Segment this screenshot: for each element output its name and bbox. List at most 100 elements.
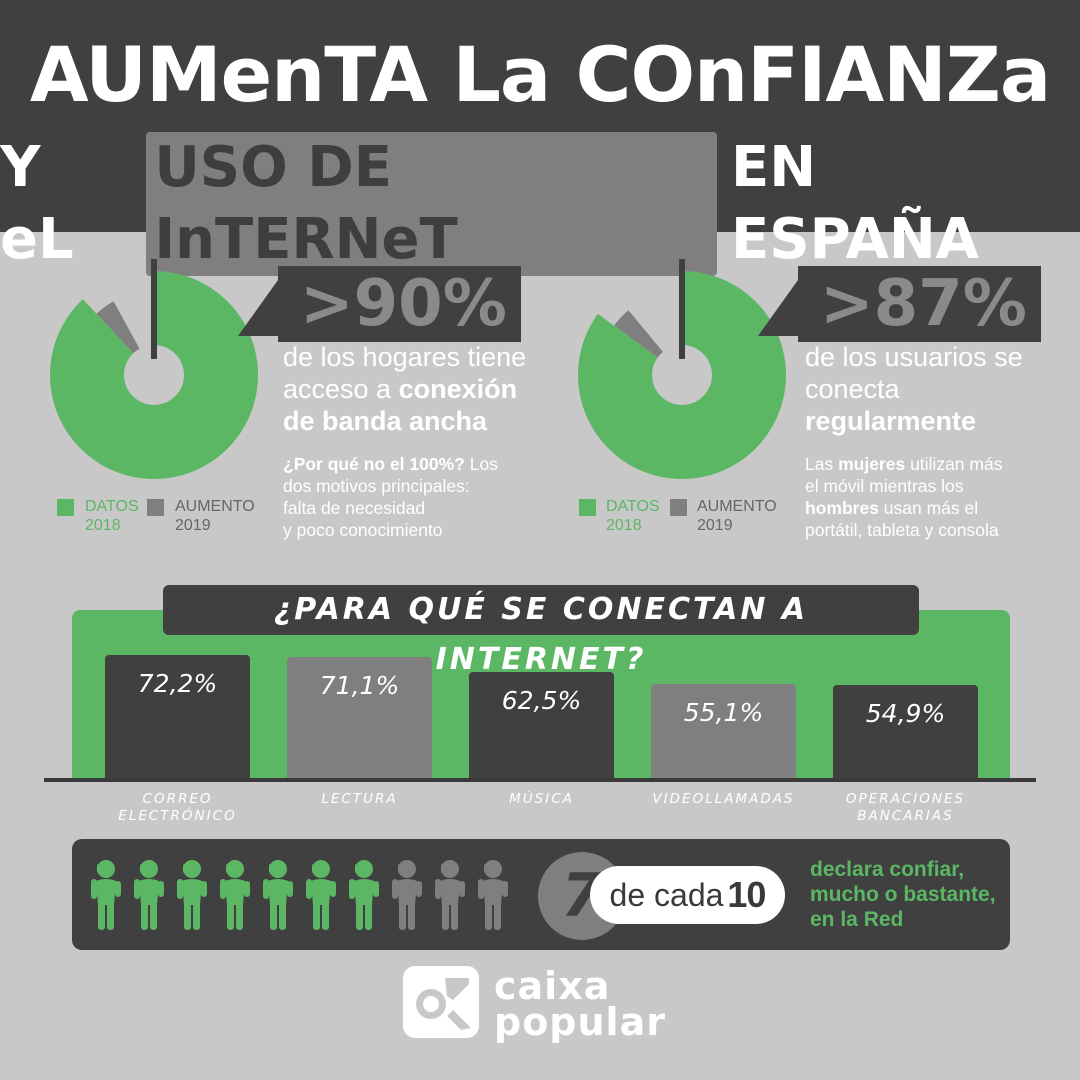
legend-line: AUMENTO [175, 498, 255, 515]
category-line: VIDEOLLAMADAS [652, 791, 795, 807]
page-subtitle: Y eL USO DE InTERNeT EN ESPAÑA [0, 132, 1080, 276]
trust-line: declara confiar, [810, 858, 965, 881]
bar-category-label: OPERACIONES BANCARIAS [813, 791, 998, 825]
stat-line: conecta [805, 374, 900, 404]
logo-line: caixa [494, 964, 611, 1008]
bar-category-label: LECTURA [267, 791, 452, 808]
trust-line: en la Red [810, 908, 904, 931]
trust-ratio-text: de cada [609, 876, 724, 913]
category-line: BANCARIAS [857, 808, 954, 824]
note-bold: hombres [805, 498, 879, 518]
legend-line: 2019 [175, 517, 211, 534]
legend-line: DATOS [606, 498, 660, 515]
bar-category-label: VIDEOLLAMADAS [631, 791, 816, 808]
stat-line: de los hogares tiene [283, 342, 527, 372]
legend-line: 2018 [85, 517, 121, 534]
person-icon [392, 860, 422, 930]
stat-note-usuarios: Las mujeres utilizan más el móvil mientr… [805, 453, 1065, 541]
stat-description-usuarios: de los usuarios se conecta regularmente [805, 341, 1023, 437]
page-title: AUMenTA La COnFIANZa [29, 30, 1051, 119]
bar-1 [105, 655, 250, 778]
stat-text-bold: de banda ancha [283, 406, 488, 436]
category-line: LECTURA [321, 791, 398, 807]
trust-line: mucho o bastante, [810, 883, 996, 906]
donut-chart-usuarios [578, 259, 786, 479]
donut-slice-aumento-2019 [614, 310, 663, 358]
person-icon [134, 860, 164, 930]
note-line: el móvil mientras los [805, 476, 964, 496]
donut-slice-datos-2018 [49, 271, 258, 479]
note-line: Las mujeres utilizan más [805, 453, 1065, 475]
stat-value-usuarios: >87% [798, 266, 1041, 342]
legend-swatch-datos [57, 499, 74, 516]
category-line: MÚSICA [509, 791, 574, 807]
person-icon [220, 860, 250, 930]
stat-line: regularmente [805, 405, 1023, 437]
category-line: ELECTRÓNICO [118, 808, 237, 824]
legend-swatch-aumento [147, 499, 164, 516]
donut-slice-aumento-2019 [96, 301, 140, 354]
bar-5 [833, 684, 978, 778]
legend-label-datos: DATOS 2018 [85, 497, 139, 535]
caixa-popular-logo-text: caixa popular [494, 964, 666, 1044]
note-line: falta de necesidad [283, 498, 426, 518]
bar-4 [651, 684, 796, 778]
legend-line: 2018 [606, 517, 642, 534]
legend-label-aumento: AUMENTO 2019 [175, 497, 255, 535]
bar-value-label: 54,9% [865, 698, 946, 728]
donut-slice-datos-2018 [578, 271, 786, 479]
donut-chart-hogares [49, 259, 258, 479]
stat-text-bold: conexión [398, 374, 518, 404]
note-line: ¿Por qué no el 100%? Los [283, 453, 543, 475]
legend-label-aumento: AUMENTO 2019 [697, 497, 777, 535]
category-line: OPERACIONES [845, 791, 966, 807]
subtitle-highlight: USO DE InTERNeT [146, 132, 717, 276]
bar-2 [287, 657, 432, 778]
subtitle-suffix: EN ESPAÑA [730, 135, 980, 272]
legend-line: DATOS [85, 498, 139, 515]
note-text: utilizan más [905, 454, 1003, 474]
bar-value-label: 55,1% [683, 698, 764, 728]
note-text: usan más el [878, 498, 979, 518]
stat-pointer [758, 266, 808, 336]
bar-value-label: 72,2% [137, 669, 218, 699]
bar-category-label: CORREO ELECTRÓNICO [85, 791, 270, 825]
stat-line: acceso a conexión [283, 373, 526, 405]
legend-swatch-aumento [670, 499, 687, 516]
note-line: hombres usan más el [805, 497, 1065, 519]
category-line: CORREO [142, 791, 213, 807]
caixa-popular-logo-icon [403, 966, 479, 1038]
stat-text-regular: acceso a [283, 374, 399, 404]
bar-3 [469, 671, 614, 778]
note-line: y poco conocimiento [283, 520, 443, 540]
legend-swatch-datos [579, 499, 596, 516]
note-line: dos motivos principales: [283, 476, 470, 496]
legend-label-datos: DATOS 2018 [606, 497, 660, 535]
legend-line: 2019 [697, 517, 733, 534]
person-icon [263, 860, 293, 930]
trust-ratio-total: 10 [727, 874, 766, 915]
stat-value-hogares: >90% [278, 266, 521, 342]
note-text: Las [805, 454, 839, 474]
stat-line: de banda ancha [283, 405, 526, 437]
note-bold: mujeres [838, 454, 906, 474]
note-line: portátil, tableta y consola [805, 520, 999, 540]
stat-description-hogares: de los hogares tiene acceso a conexión d… [283, 341, 526, 437]
person-icon [91, 860, 121, 930]
trust-ratio-pill: de cada 10 [590, 866, 785, 924]
person-icon [349, 860, 379, 930]
stat-note-hogares: ¿Por qué no el 100%? Los dos motivos pri… [283, 453, 543, 541]
person-icon [435, 860, 465, 930]
stat-text-bold: regularmente [805, 406, 977, 436]
bar-chart-baseline [44, 778, 1036, 782]
stat-pointer [238, 266, 288, 336]
logo-line: popular [494, 1000, 666, 1044]
stat-line: de los usuarios se [805, 342, 1023, 372]
bar-value-label: 62,5% [501, 685, 582, 715]
trust-description: declara confiar, mucho o bastante, en la… [810, 857, 1005, 932]
bar-value-label: 71,1% [319, 671, 400, 701]
note-text: Los [464, 454, 498, 474]
bar-chart-title: ¿PARA QUÉ SE CONECTAN A INTERNET? [163, 585, 919, 677]
note-question: ¿Por qué no el 100%? [283, 454, 465, 474]
person-icon [306, 860, 336, 930]
